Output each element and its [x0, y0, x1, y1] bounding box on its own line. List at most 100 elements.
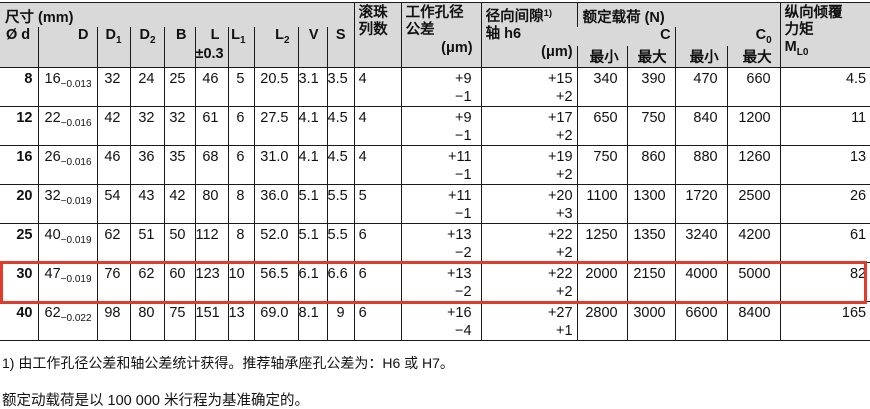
cell-L2: 56.5 — [253, 262, 298, 302]
col-header-C0-min: 最小 — [674, 46, 728, 68]
cell-S: 6.6 — [326, 262, 355, 302]
cell-moment: 4.5 — [779, 67, 870, 107]
cell-V: 6.1 — [297, 262, 327, 302]
table-row: 8 16−0.013 32 24 25 46 5 20.5 3.1 3.5 4 +9 −1 +15 +2 34… — [0, 67, 870, 107]
cell-ball-rows: 4 — [353, 67, 402, 107]
cell-C-min: 2000 — [576, 262, 628, 302]
cell-L2: 31.0 — [253, 145, 298, 185]
cell-C-min: 1250 — [576, 223, 628, 263]
cell-L1: 6 — [227, 106, 254, 146]
cell-moment: 13 — [779, 145, 870, 185]
cell-L2: 27.5 — [253, 106, 298, 146]
cell-D: 62−0.022 — [37, 301, 97, 341]
col-header-C0: C0 — [727, 27, 781, 46]
cell-od: 30 — [16, 266, 33, 282]
cell-od: 20 — [16, 188, 33, 204]
cell-C-max: 2150 — [626, 262, 676, 302]
footnote-1: 1) 由工作孔径公差和轴公差统计获得。推荐轴承座孔公差为：H6 或 H7。 — [2, 355, 454, 371]
table-row: 40 62−0.022 98 80 75 151 13 69.0 8.1 9 6 +16 −4 +27 +1… — [0, 301, 870, 341]
cell-B: 35 — [163, 145, 195, 185]
cell-D1: 32 — [96, 67, 130, 107]
cell-L1: 8 — [227, 184, 254, 224]
cell-L2: 20.5 — [253, 67, 298, 107]
cell-D1: 98 — [96, 301, 130, 341]
cell-C-max: 3000 — [626, 301, 676, 341]
cell-moment: 11 — [779, 106, 870, 146]
cell-C-min: 340 — [576, 67, 628, 107]
cell-od: 40 — [16, 305, 33, 321]
cell-C0-max: 8400 — [726, 301, 781, 341]
cell-radial-clearance: +19 +2 — [480, 145, 578, 185]
cell-L: 123 — [194, 262, 228, 302]
cell-bore-tolerance: +11 −1 — [400, 145, 482, 185]
cell-C-max: 860 — [626, 145, 676, 185]
cell-V: 4.1 — [297, 145, 327, 185]
cell-ball-rows: 5 — [353, 184, 402, 224]
cell-C0-max: 1260 — [726, 145, 781, 185]
cell-C0-max: 2500 — [726, 184, 781, 224]
cell-C0-max: 5000 — [726, 262, 781, 302]
col-header-D: D — [37, 27, 97, 68]
cell-L1: 5 — [227, 67, 254, 107]
table-row: 20 32−0.019 54 43 42 80 8 36.0 5.1 5.5 5 +11 −1 +20 +3… — [0, 184, 870, 224]
cell-D2: 36 — [129, 145, 164, 185]
cell-D2: 43 — [129, 184, 164, 224]
bearing-spec-table: 尺寸 (mm) 滚珠 列数 工作孔径 公差 (μm) 径向间隙1) 轴 h6 (… — [0, 2, 870, 341]
cell-B: 60 — [163, 262, 195, 302]
cell-od: 12 — [16, 110, 33, 126]
cell-L: 80 — [194, 184, 228, 224]
spec-table-wrap: 尺寸 (mm) 滚珠 列数 工作孔径 公差 (μm) 径向间隙1) 轴 h6 (… — [0, 2, 870, 341]
col-header-D2: D2 — [129, 27, 164, 68]
table-row: 12 22−0.016 42 32 32 61 6 27.5 4.1 4.5 4 +9 −1 +17 +2 6… — [0, 106, 870, 146]
cell-C-min: 1100 — [576, 184, 628, 224]
col-header-L: L — [194, 27, 228, 46]
col-header-C0-max: 最大 — [726, 46, 781, 68]
cell-D2: 51 — [129, 223, 164, 263]
col-header-C: C — [627, 27, 676, 46]
header-ball-rows: 滚珠 列数 — [353, 2, 402, 68]
cell-S: 5.5 — [326, 184, 355, 224]
cell-L1: 8 — [227, 223, 254, 263]
header-bore-tolerance: 工作孔径 公差 (μm) — [400, 2, 482, 68]
cell-D: 32−0.019 — [37, 184, 97, 224]
cell-D: 47−0.019 — [37, 262, 97, 302]
cell-C0-min: 880 — [674, 145, 728, 185]
cell-D1: 62 — [96, 223, 130, 263]
cell-radial-clearance: +15 +2 — [480, 67, 578, 107]
cell-ball-rows: 4 — [353, 106, 402, 146]
table-row: 16 26−0.016 46 36 35 68 6 31.0 4.1 4.5 4 +11 −1 +19 +2… — [0, 145, 870, 185]
col-header-B: B — [163, 27, 195, 68]
cell-C0-min: 840 — [674, 106, 728, 146]
cell-D: 26−0.016 — [37, 145, 97, 185]
cell-bore-tolerance: +9 −1 — [400, 67, 482, 107]
cell-C-max: 390 — [626, 67, 676, 107]
header-size-group: 尺寸 (mm) — [0, 2, 355, 27]
cell-moment: 82 — [779, 262, 870, 302]
cell-C-max: 1300 — [626, 184, 676, 224]
cell-od: 16 — [16, 149, 33, 165]
cell-D: 16−0.013 — [37, 67, 97, 107]
cell-L: 151 — [194, 301, 228, 341]
cell-L2: 36.0 — [253, 184, 298, 224]
cell-V: 4.1 — [297, 106, 327, 146]
col-header-L2: L2 — [253, 27, 298, 68]
col-header-od: Ø d — [0, 27, 38, 68]
cell-B: 75 — [163, 301, 195, 341]
cell-ball-rows: 4 — [353, 145, 402, 185]
table-row: 25 40−0.019 62 51 50 112 8 52.0 5.1 5.5 6 +13 −2 +22 +… — [0, 223, 870, 263]
cell-S: 3.5 — [326, 67, 355, 107]
cell-V: 8.1 — [297, 301, 327, 341]
cell-L: 61 — [194, 106, 228, 146]
cell-moment: 26 — [779, 184, 870, 224]
cell-C0-max: 1200 — [726, 106, 781, 146]
cell-radial-clearance: +22 +2 — [480, 223, 578, 263]
cell-bore-tolerance: +13 −2 — [400, 262, 482, 302]
cell-D2: 24 — [129, 67, 164, 107]
cell-D: 22−0.016 — [37, 106, 97, 146]
cell-C0-max: 4200 — [726, 223, 781, 263]
col-header-L1: L1 — [227, 27, 254, 68]
cell-S: 9 — [326, 301, 355, 341]
cell-C0-min: 3240 — [674, 223, 728, 263]
col-header-S: S — [326, 27, 355, 68]
cell-L2: 52.0 — [253, 223, 298, 263]
